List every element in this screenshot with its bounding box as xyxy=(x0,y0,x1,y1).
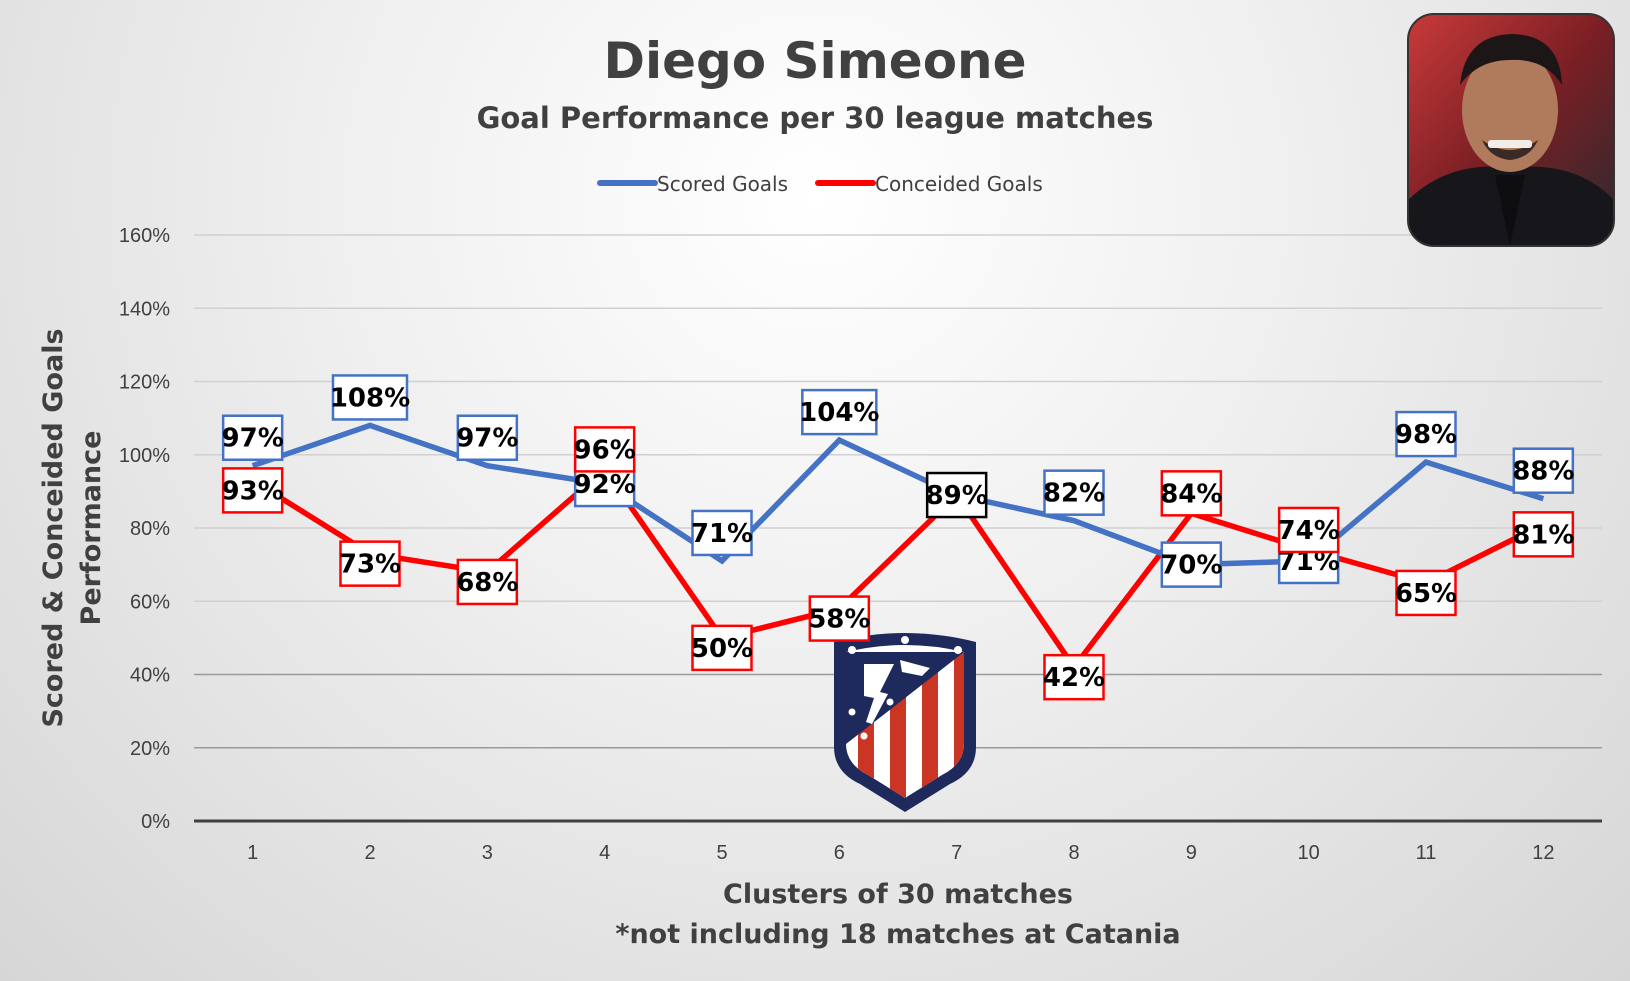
chart-title: Diego Simeone xyxy=(603,32,1026,90)
data-label-conceded: 93% xyxy=(222,476,284,506)
data-label-scored: 70% xyxy=(1160,551,1222,581)
legend-label-conceded: Conceided Goals xyxy=(875,172,1043,196)
y-tick-label: 0% xyxy=(141,811,170,833)
y-tick-label: 100% xyxy=(119,445,170,467)
data-labels: 97% 93% 108% 73% 97% 68% 92% 96% 71% 50% 104% 58% 89… xyxy=(221,374,1575,701)
data-label-box-scored xyxy=(1512,447,1575,494)
gridlines xyxy=(194,234,1602,749)
x-tick-label: 1 xyxy=(247,842,258,864)
data-label-conceded: 68% xyxy=(456,568,518,598)
chart-subtitle: Goal Performance per 30 league matches xyxy=(477,101,1154,135)
data-label-box-conceded xyxy=(221,467,284,514)
data-label-conceded: 96% xyxy=(574,435,636,465)
x-tick-label: 4 xyxy=(599,842,610,864)
data-label-conceded: 73% xyxy=(339,550,401,580)
x-tick-label: 12 xyxy=(1532,842,1554,864)
atletico-crest-icon xyxy=(834,633,976,812)
data-label-conceded: 81% xyxy=(1512,520,1574,550)
y-tick-label: 20% xyxy=(130,738,170,760)
y-tick-label: 80% xyxy=(130,518,170,540)
data-label-box-scored xyxy=(1395,410,1457,458)
x-tick-label: 9 xyxy=(1186,842,1197,864)
x-tick-label: 10 xyxy=(1298,842,1320,864)
x-axis-title: Clusters of 30 matches xyxy=(723,879,1073,910)
data-label-box-conceded xyxy=(339,540,401,587)
data-label-scored: 97% xyxy=(222,424,284,454)
data-label-scored: 82% xyxy=(1043,479,1105,509)
y-axis-title-line1: Scored & Conceided Goals xyxy=(38,328,69,727)
x-tick-label: 11 xyxy=(1416,842,1437,864)
x-tick-label: 3 xyxy=(482,842,493,864)
x-axis-note: *not including 18 matches at Catania xyxy=(615,919,1180,950)
data-label-box-conceded xyxy=(691,624,753,672)
data-label-conceded: 50% xyxy=(691,634,753,664)
coach-photo-icon xyxy=(1407,13,1615,247)
data-label-conceded: 65% xyxy=(1395,579,1457,609)
x-tick-label: 7 xyxy=(951,842,962,864)
y-tick-label: 120% xyxy=(119,372,170,394)
series-lines xyxy=(251,422,1545,672)
data-label-box-scored xyxy=(801,388,878,436)
data-label-conceded: 58% xyxy=(808,605,870,635)
legend-label-scored: Scored Goals xyxy=(657,172,788,196)
y-tick-label: 140% xyxy=(119,298,170,320)
x-tick-labels: 1 2 3 4 5 6 7 8 9 10 11 12 xyxy=(247,842,1554,864)
data-label-box-scored xyxy=(691,509,753,557)
x-tick-label: 6 xyxy=(834,842,845,864)
x-tick-label: 8 xyxy=(1068,842,1079,864)
x-tick-label: 2 xyxy=(364,842,375,864)
y-tick-label: 60% xyxy=(130,591,170,613)
data-label-scored: 71% xyxy=(691,519,753,549)
data-label-box-scored xyxy=(1043,469,1105,516)
data-label-box-scored xyxy=(1160,541,1223,588)
data-label-scored: 104% xyxy=(799,398,879,428)
data-label-conceded: 42% xyxy=(1043,663,1105,693)
data-label-conceded: 74% xyxy=(1278,516,1340,546)
data-label-scored: 98% xyxy=(1395,420,1457,450)
series-line-scored xyxy=(251,422,1545,568)
data-label-conceded: 84% xyxy=(1160,479,1222,509)
y-tick-labels: 0% 20% 40% 60% 80% 100% 120% 140% 160% xyxy=(119,225,170,833)
y-axis-title-line2: Performance xyxy=(76,431,107,626)
data-label-box-conceded xyxy=(1160,470,1223,517)
data-label-box-scored xyxy=(331,374,409,421)
y-tick-label: 160% xyxy=(119,225,170,247)
data-label-box-conceded xyxy=(808,595,871,642)
data-label-scored: 92% xyxy=(574,470,636,500)
data-label-scored: 88% xyxy=(1512,457,1574,487)
data-label-scored: 89% xyxy=(926,481,988,511)
data-label-scored: 108% xyxy=(330,383,410,413)
legend: Scored Goals Conceided Goals xyxy=(597,172,1043,196)
y-tick-label: 40% xyxy=(130,665,170,687)
data-label-box-scored xyxy=(221,414,284,461)
data-label-scored: 97% xyxy=(456,424,518,454)
data-label-box-conceded xyxy=(456,558,519,606)
data-label-box-conceded xyxy=(1395,569,1457,617)
data-label-box-scored xyxy=(456,414,519,461)
x-tick-label: 5 xyxy=(716,842,727,864)
data-label-box-scored xyxy=(925,471,988,519)
data-label-box-conceded xyxy=(1043,653,1105,701)
data-label-box-conceded xyxy=(1277,506,1340,554)
y-axis-title: Scored & Conceided Goals Performance xyxy=(38,328,107,727)
data-label-box-conceded xyxy=(1512,511,1575,558)
data-label-box-conceded xyxy=(573,426,636,473)
